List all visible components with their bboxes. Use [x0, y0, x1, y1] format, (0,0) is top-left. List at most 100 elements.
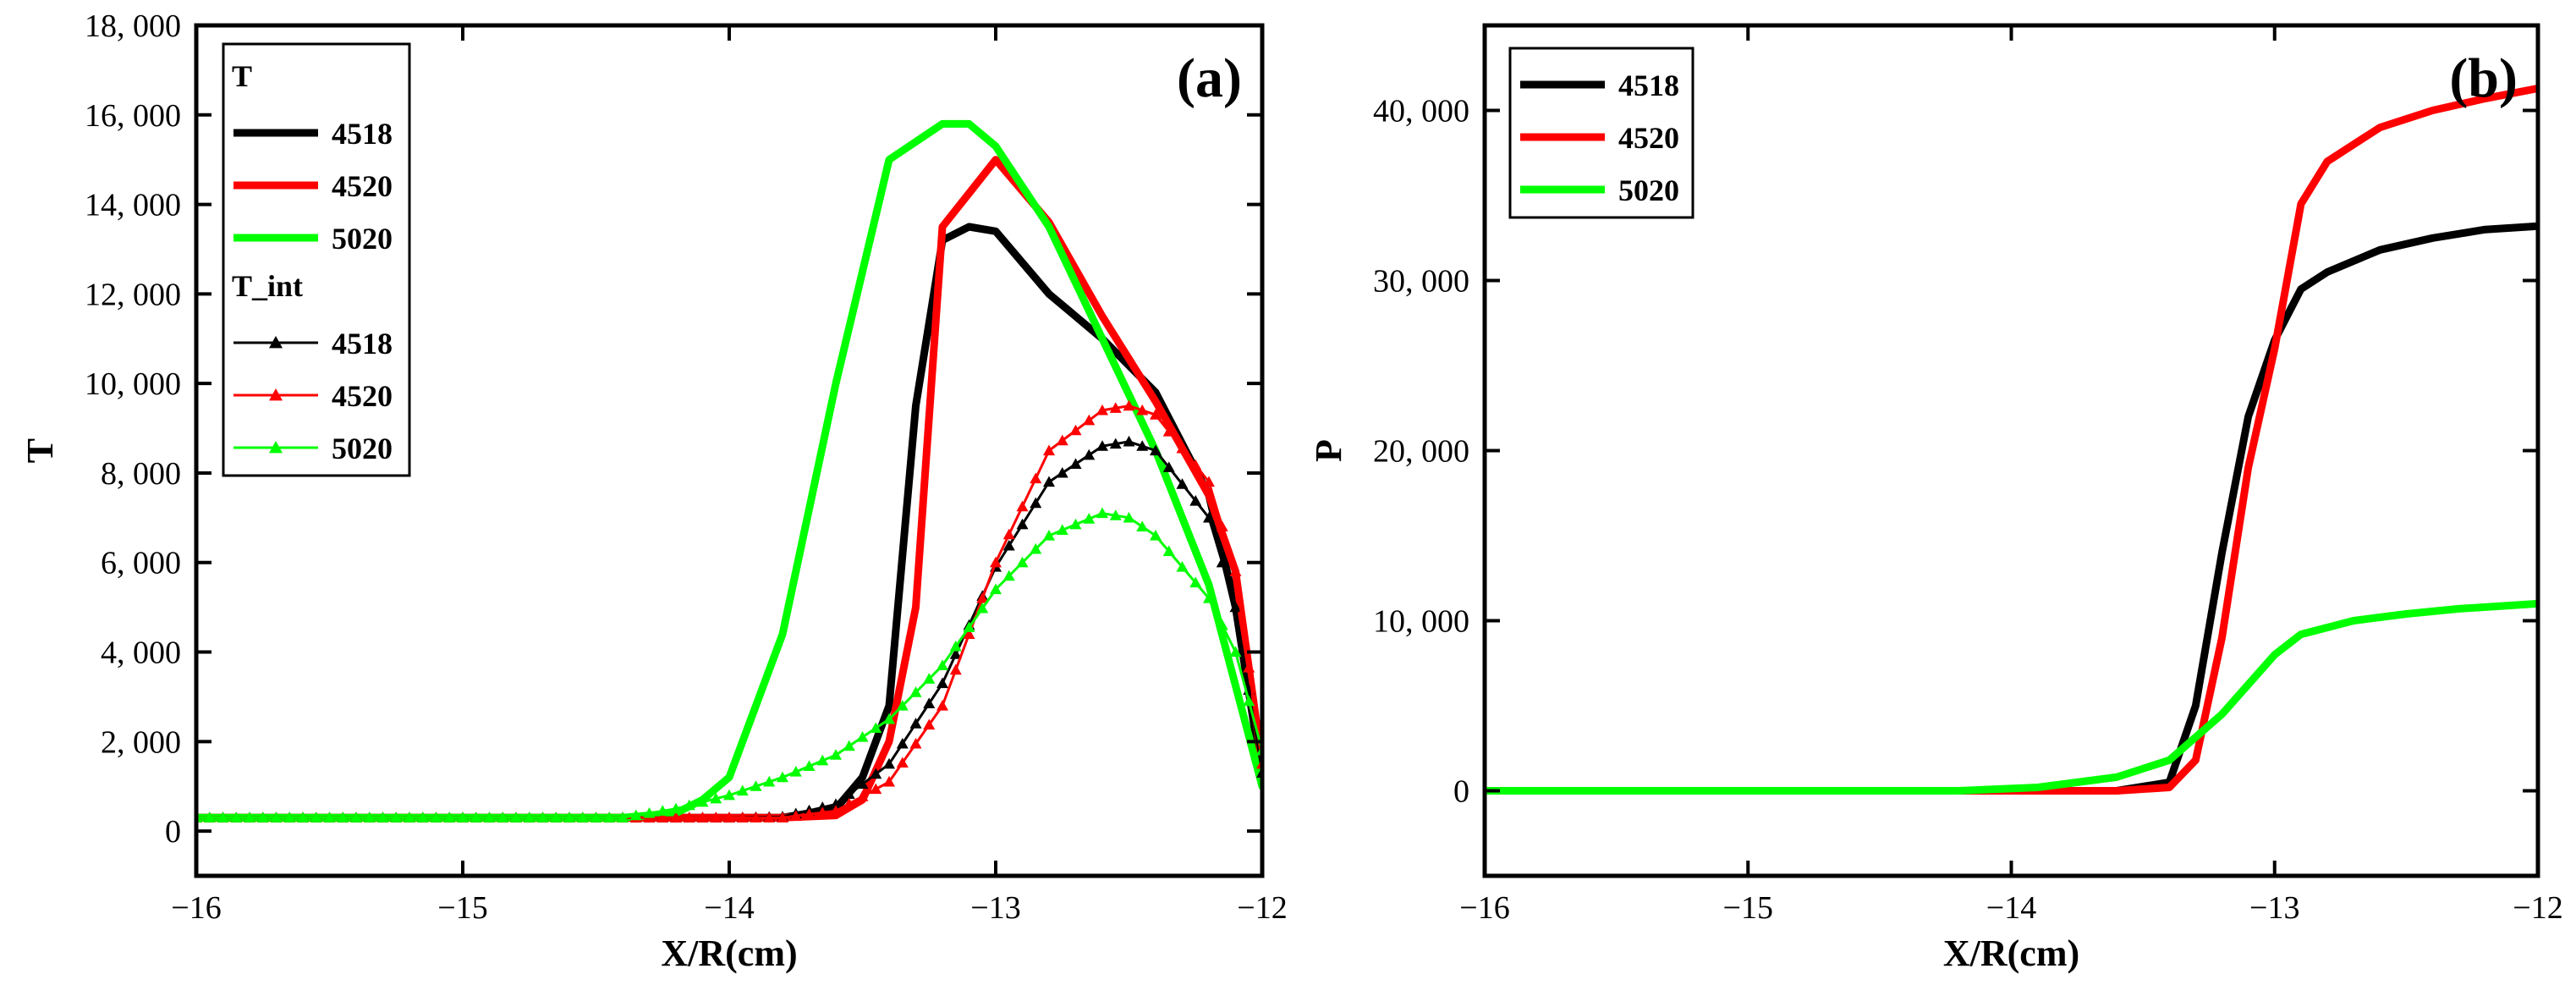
series-marker [483, 812, 496, 823]
series-marker [1123, 399, 1135, 411]
series-marker [1229, 646, 1242, 658]
legend-group-title: T_int [232, 269, 303, 303]
series-marker [670, 812, 682, 823]
series-marker [1096, 404, 1108, 415]
series-marker [656, 812, 669, 823]
series-marker [990, 583, 1002, 595]
series-marker [217, 812, 229, 823]
y-tick-label: 20, 000 [1373, 434, 1469, 470]
series-marker [337, 812, 349, 823]
y-tick-label: 8, 000 [101, 456, 181, 492]
series-marker [643, 806, 656, 818]
series-marker [457, 812, 469, 823]
series-marker [1203, 476, 1215, 487]
series-marker [856, 790, 869, 801]
series-marker [1123, 435, 1135, 447]
series-marker [750, 812, 762, 823]
series-marker [949, 640, 962, 652]
x-tick-label: −15 [437, 890, 487, 926]
series-marker [683, 799, 695, 811]
x-tick-label: −13 [2249, 890, 2299, 926]
series-marker [1016, 556, 1029, 568]
x-tick-label: −13 [970, 890, 1020, 926]
series-marker [883, 757, 895, 769]
series-marker [230, 812, 243, 823]
series-marker [1176, 561, 1189, 572]
series-marker [723, 789, 735, 801]
series-marker [949, 663, 962, 675]
series-marker [896, 757, 909, 768]
series-marker [523, 812, 536, 823]
legend-entry-label: 4518 [332, 327, 393, 360]
series-marker [1069, 458, 1082, 469]
series-marker [1043, 476, 1055, 487]
series-marker [1176, 442, 1189, 454]
series-marker [976, 592, 989, 603]
series-marker [1083, 448, 1096, 460]
series-marker [590, 812, 602, 823]
series-marker [1150, 444, 1162, 456]
series-marker [736, 812, 749, 823]
series-marker [1123, 511, 1135, 523]
legend-entry-label: 4518 [332, 117, 393, 151]
series-marker [843, 788, 855, 800]
series-marker [1069, 518, 1082, 530]
series-marker [1030, 542, 1042, 554]
x-axis-title: X/R(cm) [661, 933, 797, 974]
y-tick-label: 10, 000 [85, 366, 181, 402]
series-marker [1083, 414, 1096, 426]
series-marker [603, 812, 616, 823]
x-tick-label: −12 [1237, 890, 1287, 926]
series-marker [497, 812, 509, 823]
series-marker [1030, 497, 1042, 509]
legend-entry-label: 4518 [1618, 69, 1679, 102]
series-marker [536, 812, 549, 823]
series-marker [803, 808, 816, 819]
series-marker [750, 780, 762, 791]
series-marker [283, 812, 296, 823]
series-marker [1109, 509, 1122, 520]
legend-entry-label: 5020 [332, 222, 393, 256]
x-axis-title: X/R(cm) [1943, 933, 2079, 974]
y-tick-label: 40, 000 [1373, 94, 1469, 129]
series-marker [404, 812, 415, 823]
series-marker [1243, 662, 1255, 673]
panel-b: −16 −15 −14 −13 −12 0 10, 000 20, 000 30, 000 40,… [1308, 23, 2563, 974]
legend-entry-label: 5020 [332, 432, 393, 465]
series-marker [963, 628, 975, 639]
series-marker [909, 737, 922, 749]
series-marker [1016, 500, 1029, 512]
plot-area [196, 119, 1262, 823]
series-marker [363, 812, 376, 823]
series-line-t-4520 [196, 156, 1262, 822]
series-marker [870, 783, 882, 795]
series-marker [777, 771, 788, 783]
x-tick-label: −14 [1986, 890, 2036, 926]
series-marker [1096, 440, 1108, 451]
series-marker [1109, 437, 1122, 449]
y-tick-label: 2, 000 [101, 724, 181, 760]
series-marker [563, 812, 575, 823]
series-marker [909, 686, 922, 697]
series-marker [763, 775, 776, 787]
y-tick-label: 0 [1453, 774, 1469, 810]
series-marker [1189, 459, 1202, 470]
y-tick-label: 0 [165, 814, 181, 850]
series-line-4520 [1485, 84, 2538, 795]
series-marker [1002, 539, 1015, 551]
series-marker [1109, 402, 1122, 413]
series-marker [683, 812, 695, 823]
series-marker [1216, 520, 1228, 532]
series-marker [843, 740, 855, 751]
series-marker [963, 621, 975, 633]
series-marker [1162, 545, 1175, 557]
series-marker [696, 812, 709, 823]
series-marker [1069, 424, 1082, 436]
series-marker [896, 737, 909, 749]
series-marker [550, 812, 563, 823]
series-marker [976, 602, 989, 614]
series-marker [1150, 409, 1162, 420]
series-marker [1002, 528, 1015, 540]
series-marker [1043, 444, 1055, 456]
